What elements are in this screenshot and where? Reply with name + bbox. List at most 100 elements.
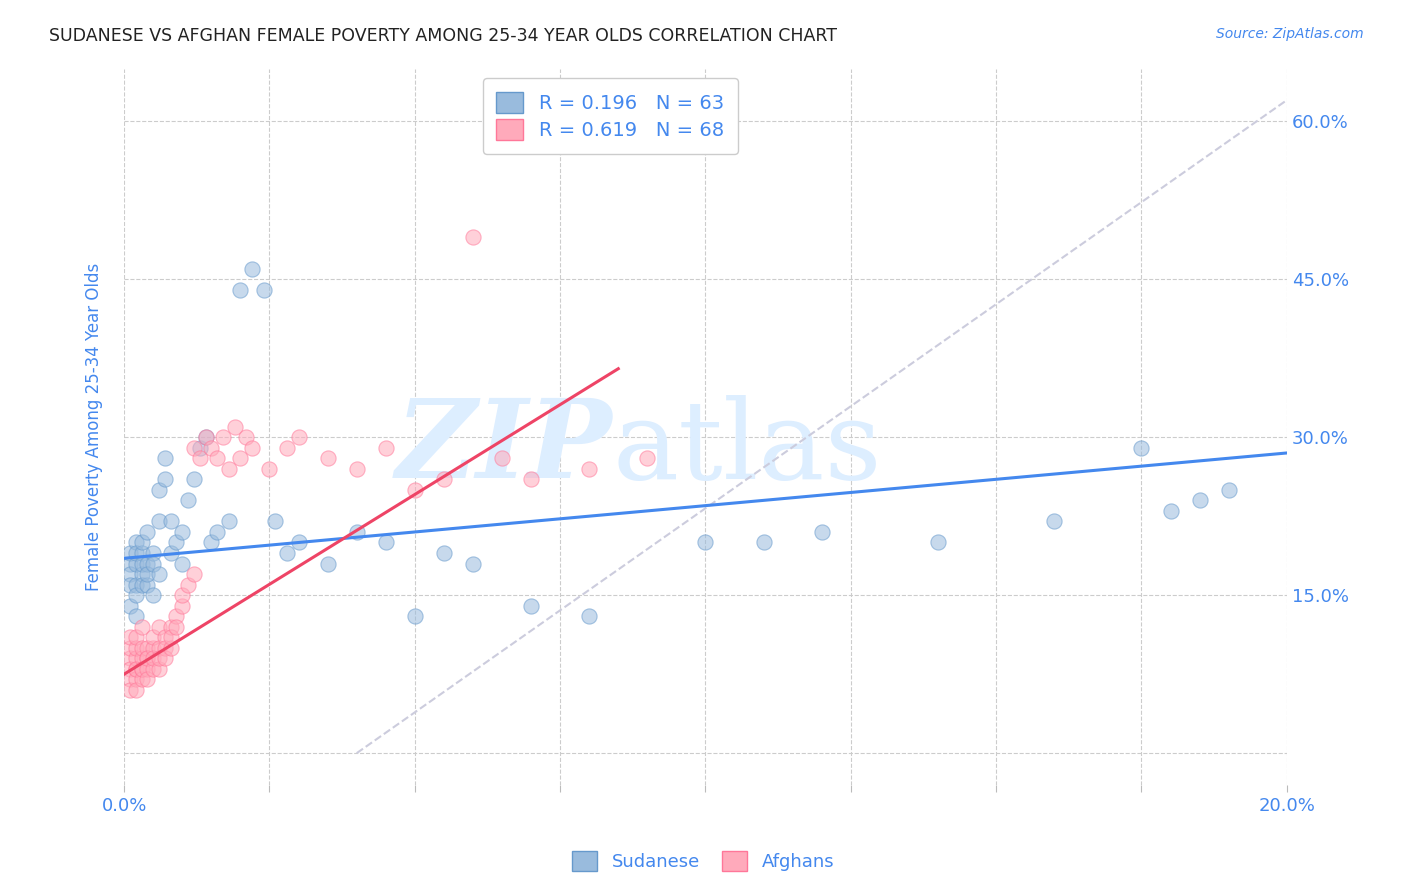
Point: [695, 535, 717, 549]
Point: [118, 577, 141, 591]
Point: [131, 662, 153, 676]
Text: Source: ZipAtlas.com: Source: ZipAtlas.com: [1216, 27, 1364, 41]
Point: [636, 451, 658, 466]
Point: [136, 673, 159, 687]
Point: [136, 524, 159, 539]
Point: [1043, 515, 1066, 529]
Point: [136, 640, 159, 655]
Point: [153, 640, 176, 655]
Point: [316, 557, 339, 571]
Point: [148, 662, 170, 676]
Point: [276, 441, 298, 455]
Point: [125, 673, 148, 687]
Point: [118, 557, 141, 571]
Point: [374, 441, 396, 455]
Point: [1218, 483, 1240, 497]
Text: SUDANESE VS AFGHAN FEMALE POVERTY AMONG 25-34 YEAR OLDS CORRELATION CHART: SUDANESE VS AFGHAN FEMALE POVERTY AMONG …: [49, 27, 837, 45]
Point: [287, 430, 309, 444]
Point: [229, 283, 252, 297]
Point: [200, 535, 222, 549]
Point: [142, 651, 165, 665]
Point: [172, 524, 194, 539]
Point: [287, 535, 309, 549]
Point: [136, 651, 159, 665]
Point: [131, 577, 153, 591]
Point: [125, 546, 148, 560]
Point: [125, 557, 148, 571]
Point: [125, 588, 148, 602]
Point: [235, 430, 257, 444]
Point: [177, 577, 200, 591]
Point: [142, 546, 165, 560]
Point: [404, 483, 426, 497]
Point: [188, 441, 211, 455]
Point: [183, 441, 205, 455]
Point: [131, 651, 153, 665]
Point: [153, 472, 176, 486]
Point: [212, 430, 235, 444]
Point: [433, 472, 456, 486]
Point: [153, 651, 176, 665]
Point: [224, 419, 246, 434]
Point: [148, 640, 170, 655]
Point: [131, 567, 153, 582]
Text: atlas: atlas: [613, 394, 882, 501]
Point: [118, 546, 141, 560]
Point: [125, 682, 148, 697]
Point: [240, 261, 263, 276]
Point: [159, 620, 181, 634]
Point: [177, 493, 200, 508]
Point: [118, 567, 141, 582]
Point: [118, 630, 141, 644]
Point: [205, 451, 228, 466]
Point: [131, 662, 153, 676]
Point: [148, 515, 170, 529]
Point: [131, 620, 153, 634]
Point: [240, 441, 263, 455]
Point: [131, 557, 153, 571]
Point: [148, 651, 170, 665]
Point: [218, 462, 240, 476]
Point: [1188, 493, 1211, 508]
Point: [125, 640, 148, 655]
Point: [125, 535, 148, 549]
Point: [159, 515, 181, 529]
Point: [346, 462, 368, 476]
Point: [578, 609, 600, 624]
Point: [136, 557, 159, 571]
Point: [142, 557, 165, 571]
Point: [194, 430, 217, 444]
Point: [346, 524, 368, 539]
Legend: Sudanese, Afghans: Sudanese, Afghans: [565, 844, 841, 879]
Point: [118, 673, 141, 687]
Point: [218, 515, 240, 529]
Point: [131, 640, 153, 655]
Text: ZIP: ZIP: [396, 394, 613, 502]
Point: [118, 599, 141, 613]
Point: [1130, 441, 1153, 455]
Point: [125, 651, 148, 665]
Point: [131, 535, 153, 549]
Point: [148, 620, 170, 634]
Point: [142, 588, 165, 602]
Point: [927, 535, 949, 549]
Point: [461, 230, 484, 244]
Point: [131, 673, 153, 687]
Point: [1160, 504, 1182, 518]
Point: [433, 546, 456, 560]
Point: [125, 630, 148, 644]
Point: [253, 283, 276, 297]
Point: [205, 524, 228, 539]
Point: [118, 640, 141, 655]
Point: [118, 662, 141, 676]
Point: [578, 462, 600, 476]
Point: [142, 662, 165, 676]
Point: [166, 620, 188, 634]
Y-axis label: Female Poverty Among 25-34 Year Olds: Female Poverty Among 25-34 Year Olds: [86, 262, 103, 591]
Point: [159, 640, 181, 655]
Point: [172, 557, 194, 571]
Point: [131, 546, 153, 560]
Point: [259, 462, 281, 476]
Point: [153, 451, 176, 466]
Point: [125, 662, 148, 676]
